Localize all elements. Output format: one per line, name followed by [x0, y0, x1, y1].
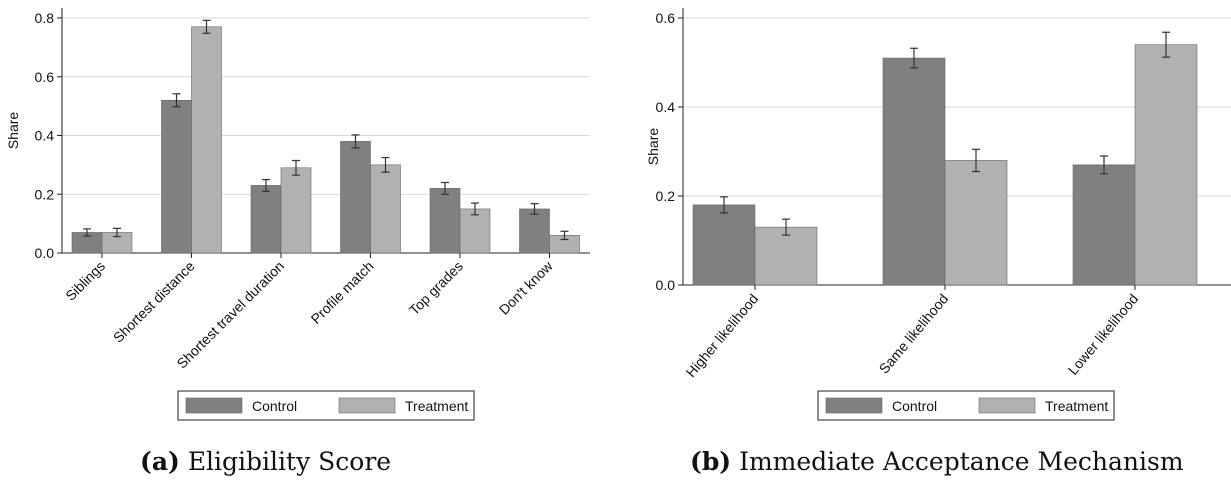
bar-control: [519, 208, 550, 254]
x-tick-label: Shortest distance: [110, 258, 198, 346]
chart-a: 0.0 0.2 0.4 0.6 0.8 Share Siblings Shortest dis…: [5, 8, 590, 421]
bar-control: [692, 204, 756, 286]
legend-label-control: Control: [252, 398, 297, 414]
caption-b: (b) Immediate Acceptance Mechanism: [690, 447, 1184, 476]
bar-control: [1072, 164, 1136, 286]
legend-swatch-treatment: [978, 397, 1036, 414]
y-tick-label: 0.4: [656, 99, 676, 115]
bar-treatment: [754, 226, 818, 286]
x-tick-label: Profile match: [308, 258, 377, 327]
y-tick-label: 0.0: [35, 245, 55, 261]
y-tick-label: 0.2: [656, 188, 676, 204]
chart-b: 0.0 0.2 0.4 0.6 Share Higher likelihood Same l…: [645, 8, 1231, 421]
legend-swatch-control: [185, 397, 243, 414]
y-tick-label: 0.6: [35, 69, 55, 85]
bar-treatment: [280, 167, 312, 254]
legend-swatch-treatment: [338, 397, 396, 414]
legend-label-treatment: Treatment: [405, 398, 468, 414]
legend-label-treatment: Treatment: [1045, 398, 1108, 414]
caption-a-letter: (a): [140, 447, 180, 476]
bar-treatment: [1134, 44, 1198, 286]
bar-control: [250, 185, 282, 254]
caption-a-text: Eligibility Score: [187, 447, 392, 476]
legend-label-control: Control: [892, 398, 937, 414]
legend-swatch-control: [825, 397, 883, 414]
caption-b-text: Immediate Acceptance Mechanism: [739, 447, 1184, 476]
x-tick-label: Same likelihood: [876, 291, 952, 377]
bar-treatment: [370, 164, 401, 254]
x-tick-label: Lower likelihood: [1065, 291, 1142, 378]
x-tick-label: Don't know: [496, 257, 557, 318]
y-axis-label: Share: [5, 112, 21, 150]
y-tick-label: 0.6: [656, 10, 676, 26]
x-tick-label: Siblings: [62, 258, 108, 304]
bar-treatment: [191, 26, 222, 254]
bar-control: [429, 188, 461, 254]
legend-box: [817, 390, 1115, 421]
y-tick-label: 0.8: [35, 10, 55, 26]
x-tick-label: Top grades: [406, 258, 466, 318]
y-axis-label: Share: [645, 128, 661, 166]
bar-treatment: [944, 160, 1008, 286]
x-tick-label: Higher likelihood: [683, 291, 762, 381]
caption-b-letter: (b): [690, 447, 732, 476]
bar-treatment: [459, 208, 491, 254]
caption-a: (a) Eligibility Score: [140, 447, 391, 476]
y-tick-label: 0.4: [35, 128, 55, 144]
y-tick-label: 0.2: [35, 186, 55, 202]
bar-control: [882, 57, 946, 286]
bar-control: [340, 141, 371, 254]
bar-control: [161, 99, 192, 254]
y-tick-label: 0.0: [656, 277, 676, 293]
